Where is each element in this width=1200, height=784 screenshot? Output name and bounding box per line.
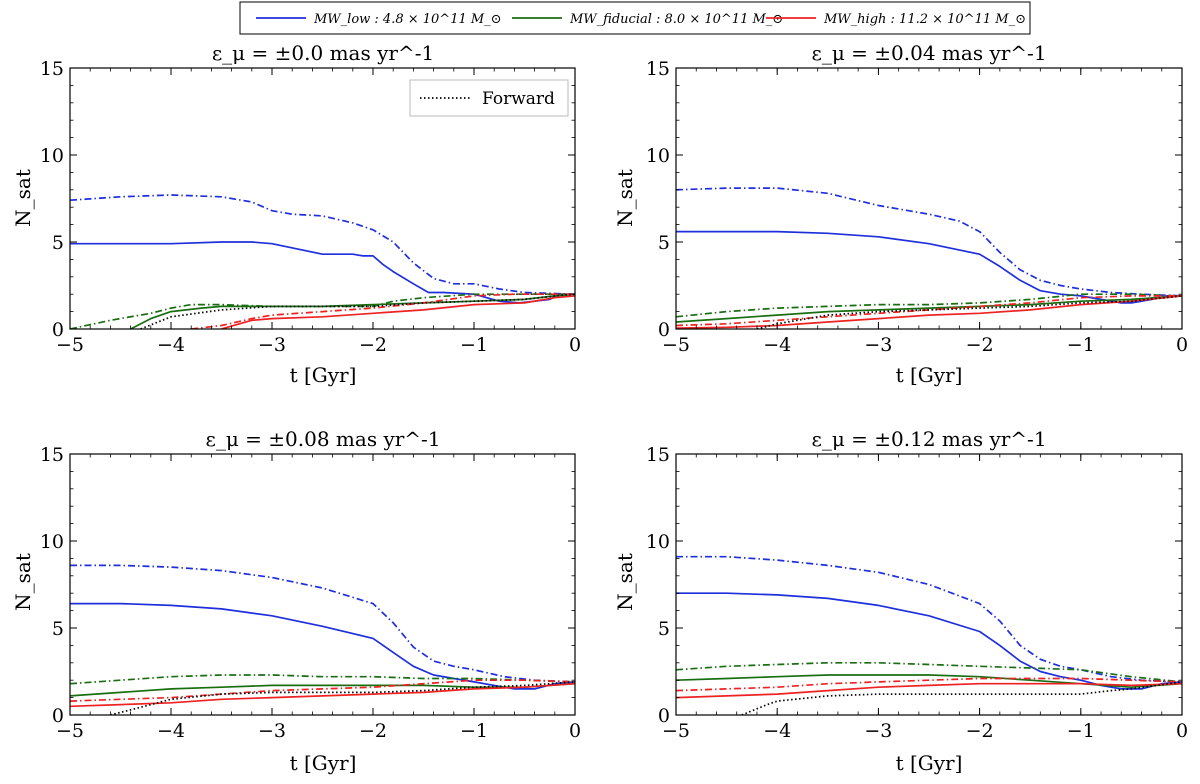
panel-eps-0-00: ε_μ = ±0.0 mas yr^-1 N_sat t [Gyr] −5 −4 −…: [11, 41, 581, 387]
series-fiducial-solid: [676, 295, 1182, 323]
x-tick-label: 0: [1176, 334, 1188, 356]
x-axis-label: t [Gyr]: [290, 751, 357, 775]
x-tick-label: −4: [763, 334, 791, 356]
series-fiducial-dashdot: [676, 661, 1182, 683]
series-high-dashdot: [676, 295, 1182, 327]
series-fiducial-dashdot: [70, 674, 575, 685]
panel-eps-0-12: ε_μ = ±0.12 mas yr^-1 N_sat t [Gyr] −5 −4…: [613, 427, 1188, 775]
y-tick-label: 10: [40, 531, 64, 553]
top-legend: MW_low : 4.8 × 10^11 M_⊙ MW_fiducial : 8…: [239, 1, 1031, 35]
series-low-solid: [70, 241, 575, 304]
x-tick-label: 0: [1176, 720, 1188, 742]
y-tick-label: 5: [658, 618, 670, 640]
series-low-dashdot: [70, 194, 575, 296]
series-fiducial-solid: [70, 682, 575, 697]
x-tick-label: −3: [258, 334, 286, 356]
y-axis-label: N_sat: [11, 169, 35, 227]
x-tick-label: −1: [460, 334, 488, 356]
series-high-solid: [221, 295, 575, 329]
x-axis-label: t [Gyr]: [896, 363, 963, 387]
x-tick-label: −1: [460, 720, 488, 742]
series-group: [70, 564, 575, 715]
axes-frame: [675, 67, 1183, 330]
y-tick-label: 15: [40, 58, 64, 80]
x-tick-label: −5: [662, 334, 690, 356]
panel-title: ε_μ = ±0.12 mas yr^-1: [811, 427, 1046, 451]
series-fiducial-dashdot: [676, 293, 1182, 318]
x-tick-label: −3: [864, 720, 892, 742]
forward-legend: Forward: [409, 79, 569, 117]
x-tick-label: −1: [1067, 334, 1095, 356]
x-tick-label: −2: [359, 334, 387, 356]
series-low-dashdot: [676, 187, 1182, 297]
series-group: [676, 187, 1182, 329]
y-tick-label: 15: [646, 58, 670, 80]
x-axis-label: t [Gyr]: [290, 363, 357, 387]
legend-label-fiducial: MW_fiducial : 8.0 × 10^11 M_⊙: [569, 12, 783, 27]
series-forward-dotted: [741, 681, 1182, 715]
legend-label-high: MW_high : 11.2 × 10^11 M_⊙: [823, 12, 1026, 27]
x-tick-label: −4: [763, 720, 791, 742]
series-forward-dotted: [140, 293, 575, 329]
y-tick-label: 15: [40, 444, 64, 466]
x-tick-label: −4: [157, 720, 185, 742]
y-tick-label: 5: [52, 618, 64, 640]
x-tick-label: −4: [157, 334, 185, 356]
x-tick-label: −5: [662, 720, 690, 742]
x-tick-label: −5: [56, 334, 84, 356]
y-tick-label: 10: [40, 145, 64, 167]
x-tick-label: −3: [864, 334, 892, 356]
series-group: [70, 194, 575, 329]
panel-eps-0-08: ε_μ = ±0.08 mas yr^-1 N_sat t [Gyr] −5 −4…: [11, 427, 581, 775]
y-tick-label: 0: [658, 705, 670, 727]
x-tick-label: 0: [569, 334, 581, 356]
legend-label-low: MW_low : 4.8 × 10^11 M_⊙: [313, 12, 502, 27]
y-tick-label: 0: [52, 705, 64, 727]
x-tick-label: −2: [966, 334, 994, 356]
axes-frame: [69, 67, 576, 330]
series-forward-dotted: [110, 681, 575, 715]
axes-frame: [69, 453, 576, 716]
series-low-dashdot: [676, 555, 1182, 683]
x-tick-label: −2: [966, 720, 994, 742]
y-tick-label: 5: [52, 232, 64, 254]
forward-legend-label: Forward: [482, 89, 555, 109]
y-tick-label: 15: [646, 444, 670, 466]
series-high-solid: [676, 295, 1182, 329]
y-tick-label: 5: [658, 232, 670, 254]
x-axis-label: t [Gyr]: [896, 751, 963, 775]
y-tick-label: 10: [646, 145, 670, 167]
y-tick-label: 0: [658, 319, 670, 341]
x-tick-label: −2: [359, 720, 387, 742]
x-tick-label: −5: [56, 720, 84, 742]
x-tick-label: 0: [569, 720, 581, 742]
series-high-dashdot: [70, 679, 575, 702]
series-fiducial-solid: [130, 293, 575, 329]
x-tick-label: −3: [258, 720, 286, 742]
top-legend-frame: [239, 1, 1031, 35]
series-low-dashdot: [70, 564, 575, 683]
y-axis-label: N_sat: [613, 553, 637, 611]
series-group: [676, 555, 1182, 715]
x-tick-label: −1: [1067, 720, 1095, 742]
series-high-solid: [676, 682, 1182, 699]
y-tick-label: 10: [646, 531, 670, 553]
panel-title: ε_μ = ±0.0 mas yr^-1: [212, 41, 434, 65]
series-high-dashdot: [676, 677, 1182, 692]
axes-frame: [675, 453, 1183, 716]
series-high-dashdot: [191, 293, 575, 329]
y-tick-label: 0: [52, 319, 64, 341]
series-low-solid: [70, 602, 575, 690]
panel-eps-0-04: ε_μ = ±0.04 mas yr^-1 N_sat t [Gyr] −5 −4…: [613, 41, 1188, 387]
panel-title: ε_μ = ±0.04 mas yr^-1: [811, 41, 1046, 65]
panel-title: ε_μ = ±0.08 mas yr^-1: [205, 427, 440, 451]
y-axis-label: N_sat: [11, 553, 35, 611]
series-low-solid: [676, 230, 1182, 304]
y-axis-label: N_sat: [613, 169, 637, 227]
